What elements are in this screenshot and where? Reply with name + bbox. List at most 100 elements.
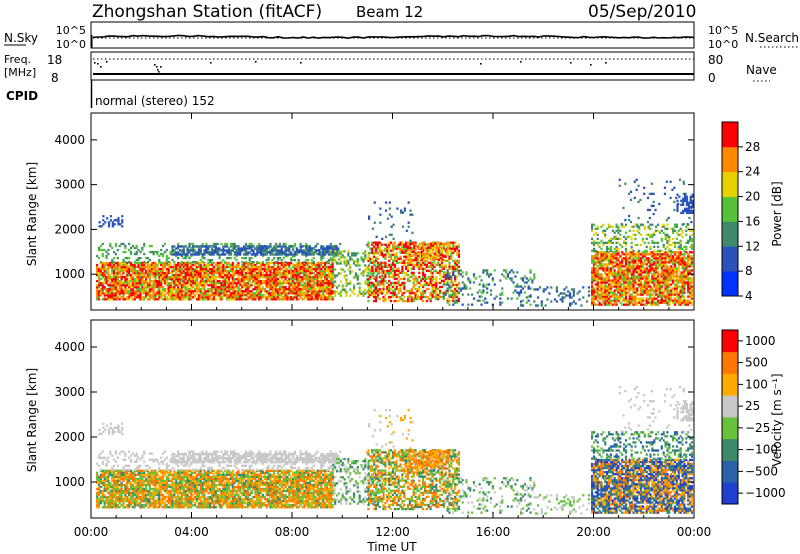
range-gate-cell [292, 280, 295, 283]
range-gate-cell [227, 284, 231, 287]
range-gate-cell [175, 294, 178, 297]
range-gate-cell [137, 294, 140, 297]
range-gate-cell [276, 245, 280, 248]
range-gate-cell [139, 290, 142, 293]
range-gate-cell [152, 263, 155, 267]
range-gate-cell [156, 282, 159, 285]
range-gate-cell [382, 299, 385, 303]
range-gate-cell [425, 243, 428, 246]
range-gate-cell [109, 284, 112, 287]
range-gate-cell [572, 300, 575, 303]
range-gate-cell [280, 247, 283, 250]
range-gate-cell [109, 244, 112, 248]
range-gate-cell [186, 263, 189, 267]
range-gate-cell [615, 289, 618, 292]
range-gate-cell [457, 283, 461, 287]
range-gate-cell [412, 271, 415, 275]
range-gate-cell [265, 282, 268, 285]
range-gate-cell [352, 262, 356, 265]
range-gate-cell [626, 263, 629, 266]
range-gate-cell [273, 286, 276, 289]
range-gate-cell [310, 286, 314, 289]
range-gate-cell [401, 243, 404, 246]
range-gate-cell [275, 260, 278, 264]
range-gate-cell [318, 263, 321, 267]
range-gate-cell [406, 253, 410, 256]
range-gate-cell [122, 296, 125, 299]
range-gate-cell [628, 287, 631, 290]
range-gate-cell [222, 284, 225, 287]
range-gate-cell [636, 281, 639, 284]
range-gate-cell [305, 296, 308, 299]
range-gate-cell [165, 298, 168, 301]
range-gate-cell [388, 255, 391, 258]
range-gate-cell [120, 267, 123, 271]
range-gate-cell [393, 291, 396, 295]
range-gate-cell [416, 277, 419, 281]
range-gate-cell [290, 256, 293, 260]
range-gate-cell [218, 292, 221, 295]
range-gate-cell [210, 267, 214, 271]
range-gate-cell [146, 267, 150, 271]
range-gate-cell [405, 251, 408, 254]
range-gate-cell [222, 286, 225, 289]
range-gate-cell [308, 298, 312, 301]
range-gate-cell [399, 241, 402, 244]
range-gate-cell [216, 242, 219, 246]
range-gate-cell [457, 291, 461, 294]
range-gate-cell [152, 269, 155, 273]
range-gate-cell [293, 244, 297, 248]
range-gate-cell [177, 292, 180, 295]
range-gate-cell [124, 280, 127, 283]
range-gate-cell [613, 301, 616, 304]
range-gate-cell [143, 298, 146, 301]
range-gate-cell [305, 277, 308, 281]
range-gate-cell [454, 299, 457, 302]
range-gate-cell [103, 269, 106, 273]
range-gate-cell [585, 300, 589, 303]
range-gate-cell [316, 292, 319, 295]
range-gate-cell [641, 275, 645, 278]
range-gate-cell [535, 304, 538, 307]
range-gate-cell [590, 277, 594, 280]
range-gate-cell [594, 303, 597, 306]
range-gate-cell [324, 290, 327, 293]
range-gate-cell [382, 275, 385, 279]
range-gate-cell [624, 295, 628, 298]
range-gate-cell [203, 296, 206, 299]
range-gate-cell [299, 269, 302, 273]
range-gate-cell [301, 253, 304, 256]
range-gate-cell [161, 265, 165, 269]
range-gate-cell [641, 265, 645, 268]
range-gate-cell [409, 250, 412, 253]
range-gate-cell [411, 213, 414, 216]
range-gate-cell [619, 267, 622, 270]
range-gate-cell [288, 271, 291, 275]
range-gate-cell [305, 288, 308, 291]
range-gate-cell [371, 257, 374, 260]
range-gate-cell [327, 275, 330, 279]
range-gate-cell [395, 293, 398, 297]
range-gate-cell [312, 267, 315, 271]
range-gate-cell [205, 282, 208, 285]
range-gate-cell [188, 256, 191, 260]
range-gate-cell [290, 275, 293, 279]
range-gate-cell [292, 263, 295, 267]
range-gate-cell [632, 295, 635, 298]
range-gate-cell [592, 289, 596, 292]
range-gate-cell [590, 271, 594, 274]
range-gate-cell [450, 295, 453, 299]
range-gate-cell [649, 265, 652, 268]
range-gate-cell [188, 265, 191, 269]
range-gate-cell [656, 259, 660, 262]
range-gate-cell [611, 255, 614, 258]
range-gate-cell [205, 242, 208, 246]
range-gate-cell [371, 281, 374, 285]
range-gate-cell [143, 263, 146, 267]
range-gate-cell [455, 285, 459, 289]
range-gate-cell [602, 255, 605, 258]
range-gate-cell [516, 285, 519, 288]
range-gate-cell [609, 281, 613, 284]
range-gate-cell [310, 261, 314, 265]
range-gate-cell [116, 296, 119, 299]
